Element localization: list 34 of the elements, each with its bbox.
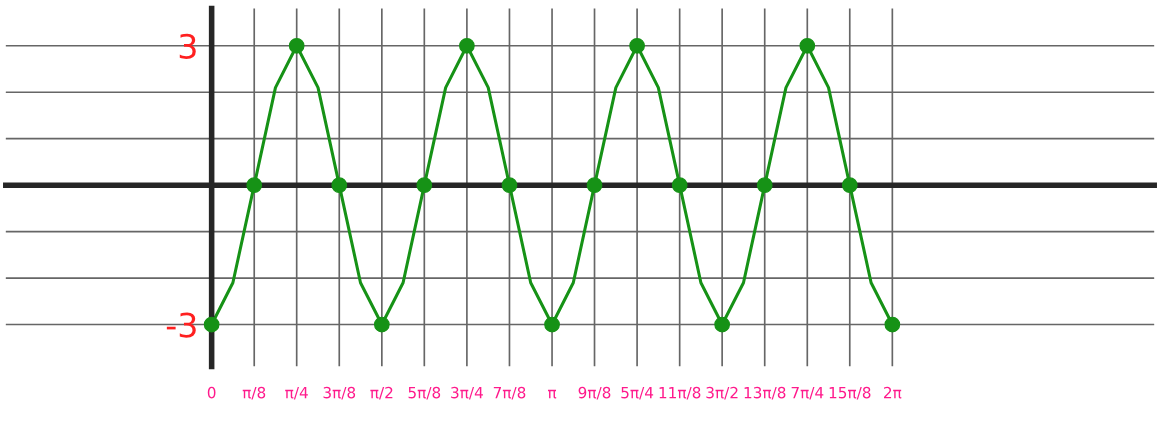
point [501, 177, 518, 194]
x-tick-label: π/4 [285, 387, 308, 400]
x-tick-label: 3π/4 [451, 386, 483, 400]
point [373, 316, 390, 333]
x-tick-label: 7π/8 [493, 386, 526, 400]
point [714, 316, 731, 333]
x-tick-label: 13π/8 [744, 386, 786, 400]
x-tick-label: π/8 [242, 386, 266, 400]
x-tick-label: 5π/8 [408, 386, 441, 400]
x-tick-label: π [548, 389, 557, 399]
x-tick-label: 9π/8 [578, 386, 611, 400]
point [544, 316, 560, 333]
x-tick-label: 7π/4 [791, 387, 824, 400]
point [246, 177, 263, 194]
point [459, 37, 475, 54]
x-tick-label: 11π/8 [659, 386, 701, 400]
point [203, 316, 220, 333]
x-tick-label: 5π/4 [621, 387, 654, 400]
point [331, 177, 348, 194]
point [416, 177, 433, 194]
x-tick-label: 3π/8 [323, 386, 356, 400]
point [799, 37, 816, 54]
x-tick-label: 3π/2 [706, 386, 738, 400]
point [884, 316, 901, 333]
point [841, 177, 858, 194]
x-tick-label: 15π/8 [829, 386, 871, 400]
point [756, 177, 773, 194]
x-tick-label: 2π [884, 386, 902, 399]
x-tick-label: π/2 [370, 386, 393, 400]
point [288, 37, 305, 54]
x-tick-label: 0 [207, 386, 216, 399]
point [586, 177, 603, 194]
point [671, 177, 688, 194]
point [629, 37, 645, 54]
